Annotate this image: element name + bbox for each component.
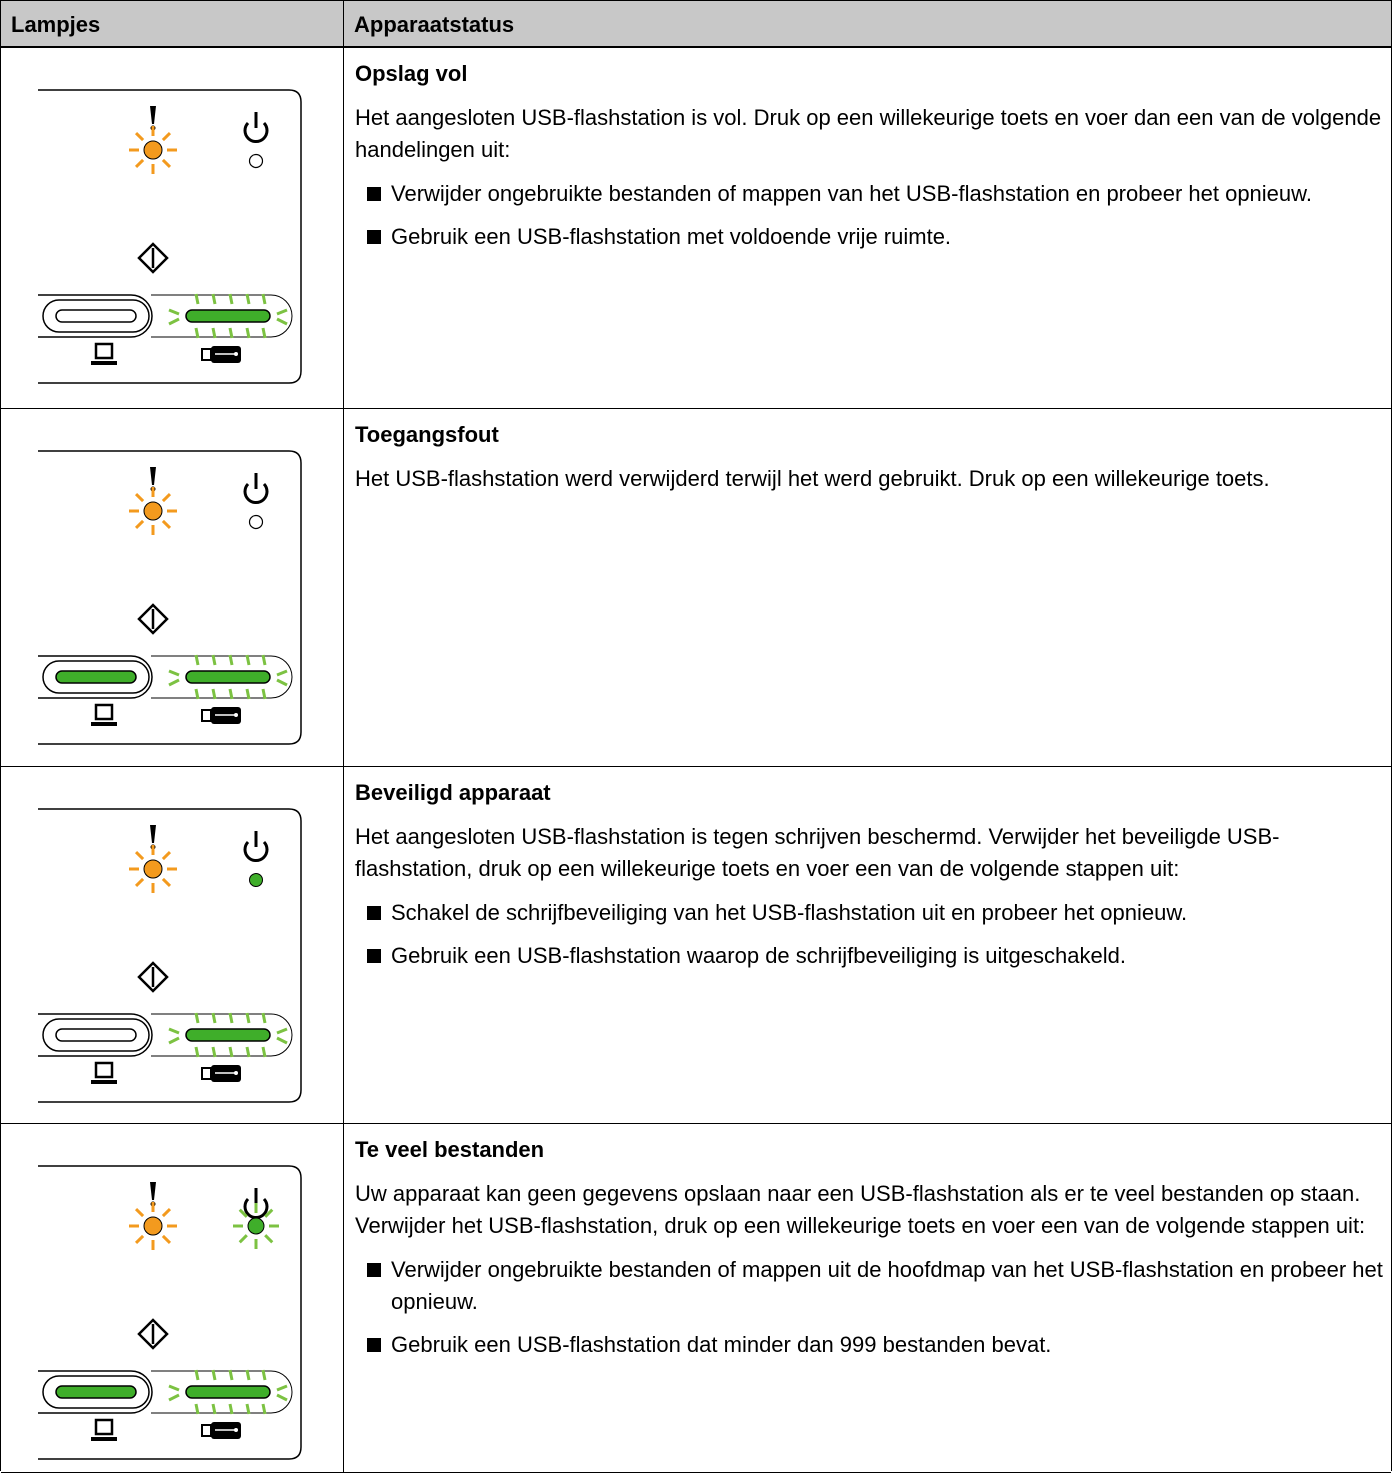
status-text: Het USB-flashstation werd verwijderd ter… <box>355 466 1270 491</box>
bullet-item: Gebruik een USB-flashstation dat minder … <box>367 1329 1389 1361</box>
status-title: Te veel bestanden <box>355 1137 545 1162</box>
lamp-cell <box>1 48 344 408</box>
row: Opslag vol Het aangesloten USB-flashstati… <box>1 48 1391 409</box>
bullet-item: Schakel de schrijfbeveiliging van het US… <box>367 897 1389 929</box>
header-cell: Apparaatstatus <box>344 1 1391 48</box>
status-text: Het aangesloten USB-flashstation is vol.… <box>355 105 1382 162</box>
panel-icon <box>38 89 302 384</box>
row: Beveiligd apparaat Het aangesloten USB-fl… <box>1 767 1391 1124</box>
bullet-item: Gebruik een USB-flashstation waarop de s… <box>367 940 1389 972</box>
status-title: Toegangsfout <box>355 422 499 447</box>
panel-icon <box>38 1165 302 1460</box>
row: Te veel bestanden Uw apparaat kan geen ge… <box>1 1124 1391 1473</box>
status-title: Beveiligd apparaat <box>355 780 551 805</box>
lamp-cell <box>1 409 344 766</box>
status-cell: Toegangsfout Het USB-flashstation werd ve… <box>355 419 1389 507</box>
status-title: Opslag vol <box>355 61 468 86</box>
status-text: Het aangesloten USB-flashstation is tege… <box>355 824 1280 881</box>
header-cell: Lampjes <box>1 1 344 48</box>
status-cell: Opslag vol Het aangesloten USB-flashstati… <box>355 58 1389 264</box>
row: Toegangsfout Het USB-flashstation werd ve… <box>1 409 1391 767</box>
panel-icon <box>38 808 302 1103</box>
panel-icon <box>38 450 302 745</box>
bullet-item: Verwijder ongebruikte bestanden of mappe… <box>367 1254 1389 1318</box>
bullet-item: Gebruik een USB-flashstation met voldoen… <box>367 221 1389 253</box>
status-cell: Beveiligd apparaat Het aangesloten USB-fl… <box>355 777 1389 983</box>
lamp-cell <box>1 1124 344 1472</box>
bullet-item: Verwijder ongebruikte bestanden of mappe… <box>367 178 1389 210</box>
status-text: Uw apparaat kan geen gegevens opslaan na… <box>355 1181 1366 1238</box>
lamp-cell <box>1 767 344 1123</box>
status-cell: Te veel bestanden Uw apparaat kan geen ge… <box>355 1134 1389 1372</box>
